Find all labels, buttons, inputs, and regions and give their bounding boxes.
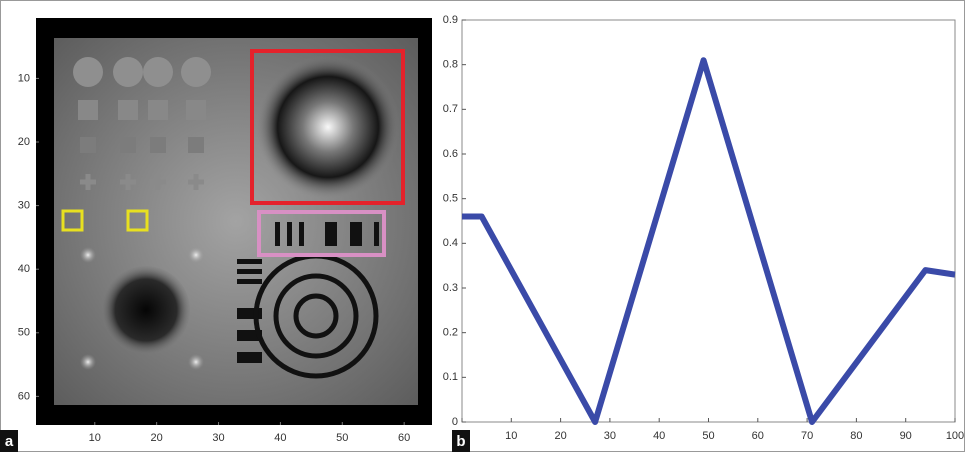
- x-tick-label: 20: [151, 432, 163, 444]
- y-tick-label: 0.3: [443, 282, 458, 294]
- x-tick-label: 40: [653, 430, 665, 442]
- panel-label-box: [452, 430, 470, 452]
- y-tick-label: 0.7: [443, 103, 458, 115]
- y-tick-label: 0.6: [443, 148, 458, 160]
- y-tick-label: 40: [18, 263, 30, 275]
- phantom-image: [36, 18, 432, 425]
- x-tick-label: 30: [604, 430, 616, 442]
- x-tick-label: 90: [900, 430, 912, 442]
- x-tick-label: 30: [212, 432, 224, 444]
- x-tick-label: 100: [946, 430, 964, 442]
- y-tick-label: 0.1: [443, 371, 458, 383]
- x-tick-label: 80: [850, 430, 862, 442]
- y-tick-label: 0: [452, 416, 458, 428]
- x-tick-label: 70: [801, 430, 813, 442]
- y-tick-label: 10: [18, 72, 30, 84]
- y-tick-label: 0.8: [443, 59, 458, 71]
- x-tick-label: 10: [505, 430, 517, 442]
- data-line: [462, 57, 956, 425]
- y-tick-label: 20: [18, 136, 30, 148]
- panel-label: a: [5, 433, 14, 450]
- x-tick-label: 50: [702, 430, 714, 442]
- x-tick-label: 20: [554, 430, 566, 442]
- y-tick-label: 0.4: [443, 237, 458, 249]
- x-tick-label: 40: [274, 432, 286, 444]
- x-tick-label: 60: [398, 432, 410, 444]
- y-tick-label: 0.5: [443, 193, 458, 205]
- y-tick-label: 30: [18, 200, 30, 212]
- y-tick-label: 0.9: [443, 14, 458, 26]
- y-tick-label: 60: [18, 390, 30, 402]
- x-tick-label: 50: [336, 432, 348, 444]
- x-tick-label: 60: [752, 430, 764, 442]
- y-tick-label: 50: [18, 327, 30, 339]
- panel-label-box: [0, 430, 18, 452]
- x-tick-label: 10: [89, 432, 101, 444]
- panel-label: b: [456, 433, 465, 450]
- y-tick-label: 0.2: [443, 327, 458, 339]
